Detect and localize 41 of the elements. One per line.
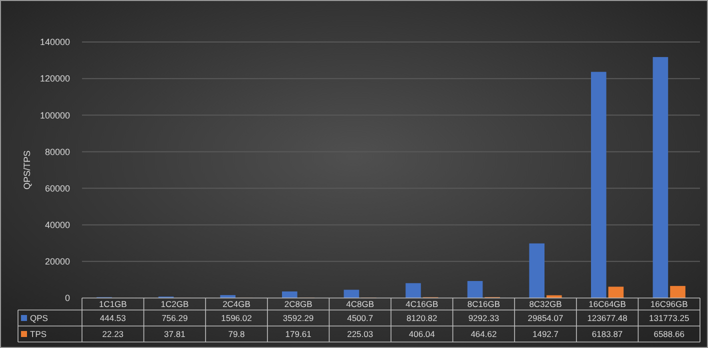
legend-label: QPS [30, 312, 48, 323]
data-label: 464.62 [470, 328, 497, 339]
y-tick-label: 60000 [44, 183, 70, 194]
x-tick-label: 2C4GB [222, 298, 251, 309]
y-axis-title: QPS/TPS [22, 150, 32, 190]
y-tick-label: 40000 [44, 220, 70, 230]
y-tick-label: 80000 [44, 146, 70, 157]
data-label: 37.81 [164, 328, 186, 339]
data-label: 1492.7 [532, 328, 559, 339]
data-label: 29854.07 [528, 312, 564, 323]
x-tick-label: 4C16GB [406, 298, 439, 309]
x-tick-label: 8C32GB [529, 298, 562, 309]
x-tick-label: 8C16GB [467, 298, 500, 309]
y-tick-label: 100000 [40, 110, 70, 120]
data-label: 131773.25 [649, 312, 690, 323]
data-label: 3592.29 [282, 312, 314, 323]
data-label: 225.03 [347, 328, 374, 339]
y-tick-label: 140000 [40, 37, 70, 48]
x-tick-label: 16C96GB [650, 298, 688, 309]
data-label: 179.61 [285, 328, 312, 339]
data-label: 4500.7 [347, 312, 374, 323]
data-label: 406.04 [408, 328, 436, 339]
x-tick-label: 4C8GB [346, 298, 374, 309]
data-label: 444.53 [100, 312, 126, 323]
data-label: 6588.66 [654, 328, 685, 339]
data-label: 9292.33 [468, 312, 500, 323]
x-tick-label: 16C64GB [588, 298, 626, 309]
data-label: 123677.48 [587, 312, 628, 323]
data-label: 756.29 [162, 312, 188, 323]
data-label: 8120.82 [406, 312, 438, 323]
x-tick-label: 1C1GB [98, 298, 128, 309]
x-tick-label: 1C2GB [160, 298, 189, 309]
data-label: 79.8 [228, 328, 246, 339]
data-label: 6183.87 [592, 328, 623, 339]
legend-label: TPS [30, 328, 47, 339]
data-label: 1596.02 [221, 312, 252, 323]
data-label: 22.23 [102, 328, 124, 339]
y-tick-label: 120000 [40, 74, 70, 84]
y-tick-label: 0 [64, 293, 70, 304]
y-tick-label: 20000 [44, 256, 70, 267]
x-tick-label: 2C8GB [284, 298, 313, 309]
